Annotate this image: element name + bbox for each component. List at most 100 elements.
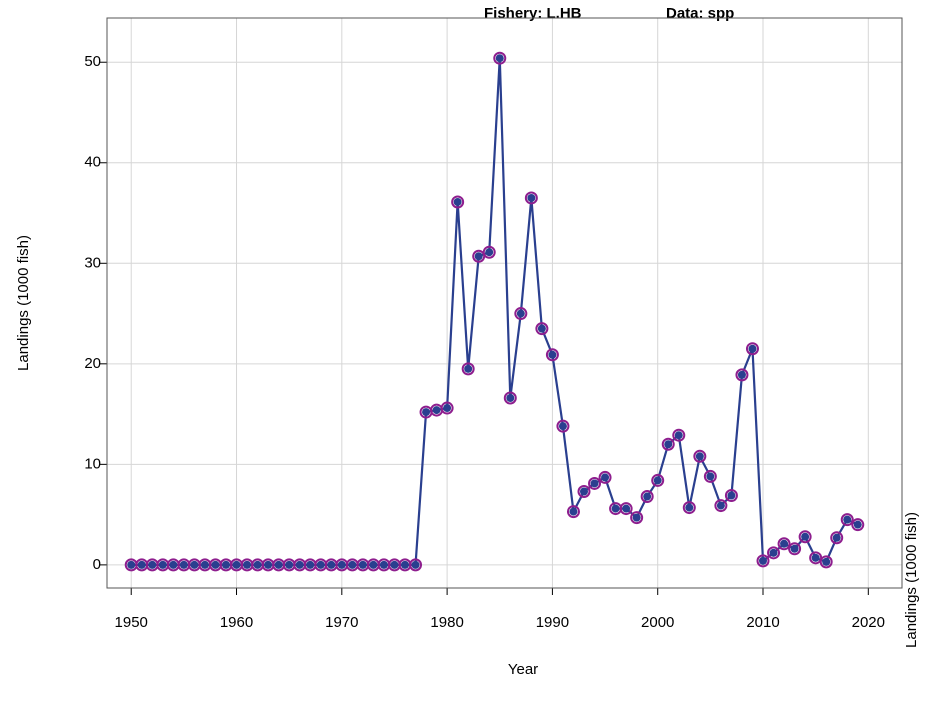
point-ring	[524, 191, 538, 205]
data-point	[366, 558, 380, 572]
point-dot	[580, 487, 588, 496]
data-point	[293, 558, 307, 572]
point-dot	[285, 560, 294, 569]
point-ring	[682, 501, 696, 515]
x-tick-label: 1960	[220, 614, 253, 631]
point-ring	[535, 322, 549, 336]
point-dot	[221, 560, 230, 569]
point-dot	[274, 560, 283, 569]
data-point	[535, 322, 549, 336]
data-point	[840, 513, 854, 527]
point-dot	[822, 557, 831, 566]
point-ring	[724, 489, 738, 503]
data-point	[282, 558, 296, 572]
data-point	[251, 558, 265, 572]
data-point	[240, 558, 254, 572]
point-ring	[840, 513, 854, 527]
y-tick-label: 10	[84, 455, 101, 472]
data-point	[387, 558, 401, 572]
point-ring	[819, 555, 833, 569]
point-dot	[485, 248, 494, 257]
data-point	[345, 558, 359, 572]
point-dot	[453, 197, 462, 206]
x-tick-label: 2010	[746, 614, 779, 631]
x-tick-label: 1970	[325, 614, 358, 631]
data-point	[830, 531, 844, 545]
y-tick-label: 20	[84, 355, 101, 372]
data-point	[514, 307, 528, 321]
point-dot	[790, 544, 799, 553]
data-point	[724, 489, 738, 503]
point-dot	[495, 54, 504, 63]
point-ring	[545, 348, 559, 362]
point-ring	[514, 307, 528, 321]
point-ring	[703, 469, 717, 483]
point-dot	[190, 560, 199, 569]
point-ring	[440, 401, 454, 415]
x-axis-label: Year	[508, 661, 538, 678]
data-point	[577, 484, 591, 498]
data-point	[145, 558, 159, 572]
data-point	[472, 249, 486, 263]
data-point	[735, 368, 749, 382]
point-ring	[672, 428, 686, 442]
point-dot	[200, 560, 209, 569]
point-dot	[411, 560, 420, 569]
point-dot	[243, 560, 252, 569]
point-dot	[337, 560, 346, 569]
point-dot	[464, 364, 473, 373]
data-point	[714, 499, 728, 513]
data-point	[324, 558, 338, 572]
point-dot	[611, 504, 620, 513]
point-dot	[516, 309, 525, 318]
y-axis-label: Landings (1000 fish)	[15, 235, 32, 371]
point-ring	[661, 437, 675, 451]
data-point	[693, 449, 707, 463]
series-line	[131, 58, 859, 566]
data-point	[135, 558, 149, 572]
point-ring	[714, 499, 728, 513]
point-dot	[780, 539, 789, 548]
point-dot	[369, 560, 378, 569]
data-point	[124, 558, 138, 572]
point-dot	[211, 560, 220, 569]
point-ring	[493, 51, 507, 65]
point-dot	[537, 324, 546, 333]
point-dot	[158, 560, 167, 569]
point-dot	[685, 503, 694, 512]
point-dot	[601, 473, 610, 482]
data-point	[545, 348, 559, 362]
data-point	[588, 476, 602, 490]
point-dot	[432, 406, 441, 415]
point-ring	[598, 470, 612, 484]
point-dot	[137, 560, 146, 569]
data-point	[672, 428, 686, 442]
point-ring	[651, 473, 665, 487]
point-dot	[358, 560, 367, 569]
data-point	[419, 405, 433, 419]
point-dot	[400, 560, 409, 569]
data-point	[230, 558, 244, 572]
point-dot	[443, 404, 452, 413]
data-point	[356, 558, 370, 572]
point-dot	[632, 513, 641, 522]
data-point	[503, 391, 517, 405]
point-dot	[674, 431, 683, 440]
point-dot	[727, 491, 736, 500]
data-point	[335, 558, 349, 572]
point-dot	[622, 504, 631, 513]
data-point	[556, 419, 570, 433]
point-dot	[695, 452, 704, 461]
point-ring	[409, 558, 423, 572]
header-fishery: Fishery: L.HB	[484, 5, 582, 22]
point-ring	[798, 530, 812, 544]
data-point	[851, 518, 865, 532]
point-dot	[664, 440, 673, 449]
point-dot	[548, 350, 557, 359]
data-point	[788, 542, 802, 556]
point-dot	[148, 560, 157, 569]
point-dot	[832, 533, 841, 542]
point-dot	[422, 408, 431, 417]
data-point	[756, 554, 770, 568]
